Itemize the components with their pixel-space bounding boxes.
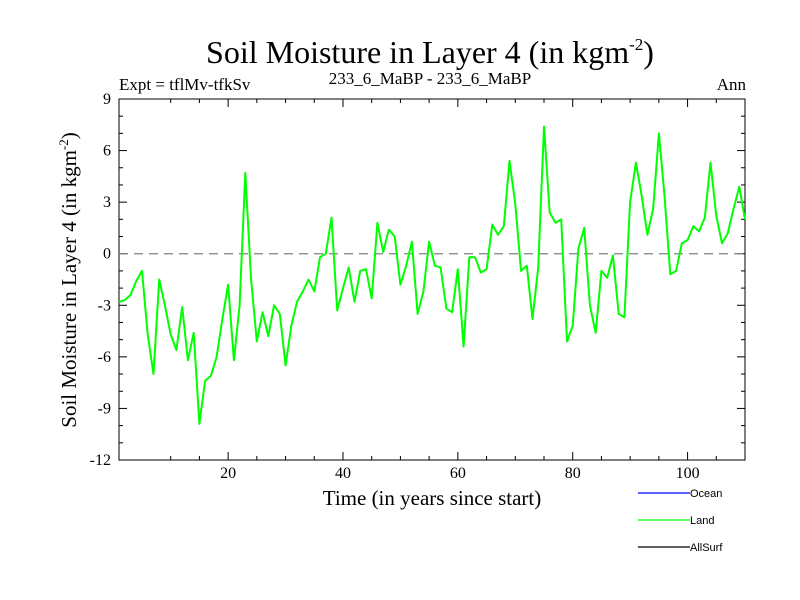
period-label: Ann [717,75,747,94]
x-tick-label: 60 [450,465,466,482]
y-tick-label: -6 [98,349,111,366]
x-tick-label: 40 [335,465,351,482]
y-tick-label: -3 [98,297,111,314]
legend-allsurf-label: AllSurf [690,542,723,554]
plot-frame [118,98,746,461]
y-tick-label: 3 [103,194,111,211]
y-tick-label: 9 [103,91,111,108]
y-axis-label: Soil Moisture in Layer 4 (in kgm-2) [56,132,81,427]
y-tick-label: 0 [103,246,111,263]
chart-title: Soil Moisture in Layer 4 (in kgm-2) [206,34,654,70]
x-tick-label: 80 [565,465,581,482]
x-tick-label: 100 [676,465,700,482]
series-line-land [118,125,746,425]
legend-ocean-label: Ocean [690,488,722,500]
x-axis-label: Time (in years since start) [323,486,542,510]
y-tick-label: -9 [98,400,111,417]
legend: Ocean Land AllSurf [638,488,723,554]
y-tick-label: -12 [90,452,111,469]
y-axis: 9 6 3 0 -3 -6 -9 -12 [90,91,745,469]
y-tick-label: 6 [103,143,111,160]
x-tick-label: 20 [220,465,236,482]
experiment-label: Expt = tflMv-tfkSv [119,75,251,94]
legend-land-label: Land [690,515,714,527]
series-group [118,125,746,425]
x-axis: 20 40 60 80 100 [170,99,746,482]
comparison-label: 233_6_MaBP - 233_6_MaBP [329,69,531,88]
